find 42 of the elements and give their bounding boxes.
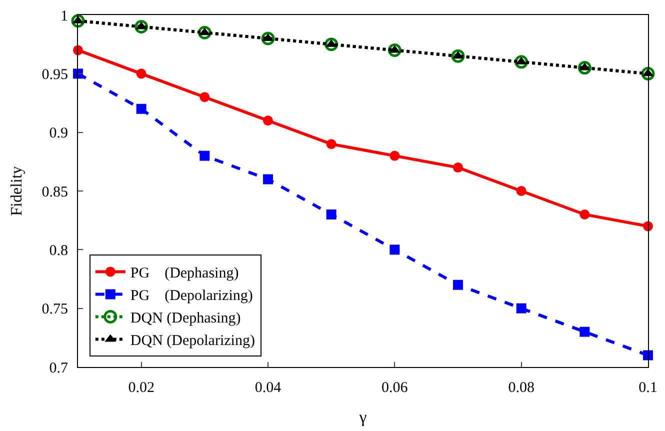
y-axis-title: Fidelity <box>8 166 26 216</box>
point <box>578 61 592 75</box>
point <box>326 209 336 220</box>
y-tick-label: 0.75 <box>42 302 68 318</box>
point <box>643 350 653 360</box>
y-tick-label: 0.8 <box>49 242 68 259</box>
point <box>200 150 210 161</box>
point <box>136 68 146 79</box>
point <box>580 326 590 337</box>
point <box>580 209 590 220</box>
legend-label: PG (Depolarizing) <box>130 288 253 304</box>
y-tick-label: 0.9 <box>49 126 68 142</box>
point <box>641 66 655 80</box>
y-tick-label: 0.85 <box>42 184 68 200</box>
point <box>134 20 148 34</box>
point <box>390 244 400 255</box>
y-tick-label: 1 <box>60 8 68 24</box>
x-tick-label: 0.06 <box>382 380 408 396</box>
point <box>263 116 273 126</box>
x-tick-label: 0.04 <box>254 380 282 396</box>
point <box>263 174 273 184</box>
y-tick-label: 0.7 <box>49 360 68 376</box>
point <box>388 43 402 57</box>
y-tick-label: 0.95 <box>42 66 68 83</box>
point <box>326 139 336 150</box>
point <box>453 162 463 173</box>
point <box>516 303 526 314</box>
point <box>136 104 146 114</box>
point <box>261 32 275 46</box>
x-axis-title: γ <box>358 407 368 426</box>
x-tick-label: 0.1 <box>638 380 658 396</box>
point <box>200 92 210 102</box>
point <box>516 186 526 196</box>
point <box>451 49 465 63</box>
x-tick-label: 0.08 <box>508 380 534 396</box>
point <box>71 14 85 28</box>
point <box>453 280 463 290</box>
legend-label: DQN (Depolarizing) <box>130 333 255 350</box>
legend-label: PG (Dephasing) <box>130 266 239 282</box>
legend-label: DQN (Dephasing) <box>130 310 241 327</box>
point <box>390 150 400 161</box>
x-tick-label: 0.02 <box>128 380 154 396</box>
